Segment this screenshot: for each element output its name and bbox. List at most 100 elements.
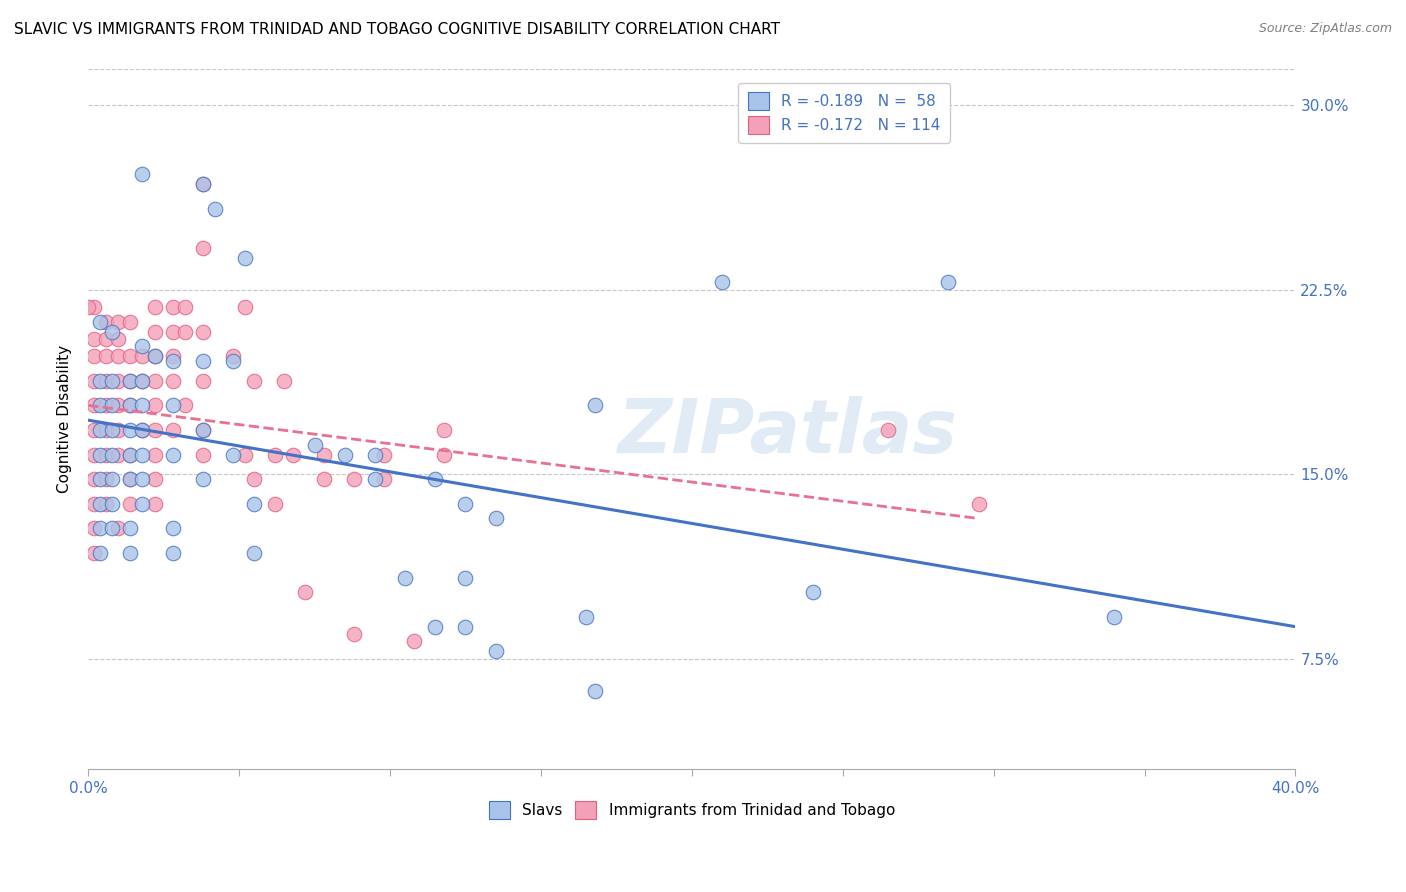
Point: [83, 497, 105, 511]
Point: [131, 423, 153, 437]
Point: [143, 398, 166, 412]
Point: [101, 398, 124, 412]
Point: [191, 241, 214, 255]
Point: [938, 276, 960, 290]
Point: [191, 325, 214, 339]
Point: [83, 423, 105, 437]
Point: [89, 472, 111, 486]
Point: [454, 570, 477, 584]
Point: [96, 332, 118, 346]
Point: [89, 398, 111, 412]
Point: [120, 374, 142, 388]
Point: [243, 497, 266, 511]
Point: [120, 521, 142, 535]
Point: [233, 251, 256, 265]
Point: [143, 300, 166, 314]
Point: [394, 570, 416, 584]
Point: [877, 423, 900, 437]
Point: [96, 349, 118, 363]
Point: [120, 472, 142, 486]
Point: [131, 167, 153, 181]
Point: [131, 423, 153, 437]
Point: [333, 448, 356, 462]
Point: [83, 300, 105, 314]
Point: [404, 634, 426, 648]
Point: [83, 472, 105, 486]
Point: [143, 374, 166, 388]
Point: [89, 423, 111, 437]
Point: [120, 546, 142, 560]
Point: [101, 325, 124, 339]
Point: [575, 610, 598, 624]
Point: [120, 315, 142, 329]
Point: [162, 374, 184, 388]
Point: [222, 354, 245, 368]
Point: [162, 521, 184, 535]
Point: [83, 521, 105, 535]
Point: [131, 448, 153, 462]
Point: [162, 354, 184, 368]
Point: [583, 398, 606, 412]
Point: [131, 374, 153, 388]
Legend: Slavs, Immigrants from Trinidad and Tobago: Slavs, Immigrants from Trinidad and Toba…: [482, 795, 901, 825]
Point: [120, 398, 142, 412]
Point: [83, 349, 105, 363]
Point: [89, 374, 111, 388]
Point: [107, 521, 129, 535]
Point: [77, 300, 100, 314]
Point: [131, 374, 153, 388]
Point: [433, 448, 456, 462]
Point: [162, 398, 184, 412]
Point: [162, 546, 184, 560]
Point: [101, 374, 124, 388]
Point: [89, 546, 111, 560]
Point: [162, 423, 184, 437]
Point: [264, 497, 287, 511]
Point: [294, 585, 316, 599]
Point: [96, 423, 118, 437]
Point: [107, 374, 129, 388]
Point: [343, 472, 366, 486]
Point: [143, 472, 166, 486]
Point: [96, 374, 118, 388]
Point: [312, 448, 335, 462]
Point: [143, 448, 166, 462]
Point: [162, 448, 184, 462]
Point: [120, 398, 142, 412]
Point: [364, 448, 387, 462]
Point: [107, 332, 129, 346]
Point: [143, 497, 166, 511]
Point: [120, 374, 142, 388]
Text: SLAVIC VS IMMIGRANTS FROM TRINIDAD AND TOBAGO COGNITIVE DISABILITY CORRELATION C: SLAVIC VS IMMIGRANTS FROM TRINIDAD AND T…: [14, 22, 780, 37]
Point: [89, 315, 111, 329]
Point: [373, 472, 395, 486]
Point: [96, 472, 118, 486]
Point: [101, 423, 124, 437]
Point: [222, 448, 245, 462]
Point: [283, 448, 305, 462]
Point: [191, 423, 214, 437]
Point: [83, 398, 105, 412]
Point: [243, 374, 266, 388]
Point: [101, 497, 124, 511]
Point: [120, 448, 142, 462]
Point: [173, 325, 195, 339]
Point: [485, 644, 508, 658]
Point: [131, 349, 153, 363]
Point: [1104, 610, 1126, 624]
Point: [711, 276, 734, 290]
Point: [120, 497, 142, 511]
Point: [191, 423, 214, 437]
Point: [143, 325, 166, 339]
Point: [143, 349, 166, 363]
Point: [191, 374, 214, 388]
Point: [96, 398, 118, 412]
Point: [191, 177, 214, 191]
Point: [162, 300, 184, 314]
Point: [120, 423, 142, 437]
Text: ZIPatlas: ZIPatlas: [619, 396, 959, 469]
Point: [204, 202, 226, 216]
Point: [96, 448, 118, 462]
Point: [143, 349, 166, 363]
Point: [96, 497, 118, 511]
